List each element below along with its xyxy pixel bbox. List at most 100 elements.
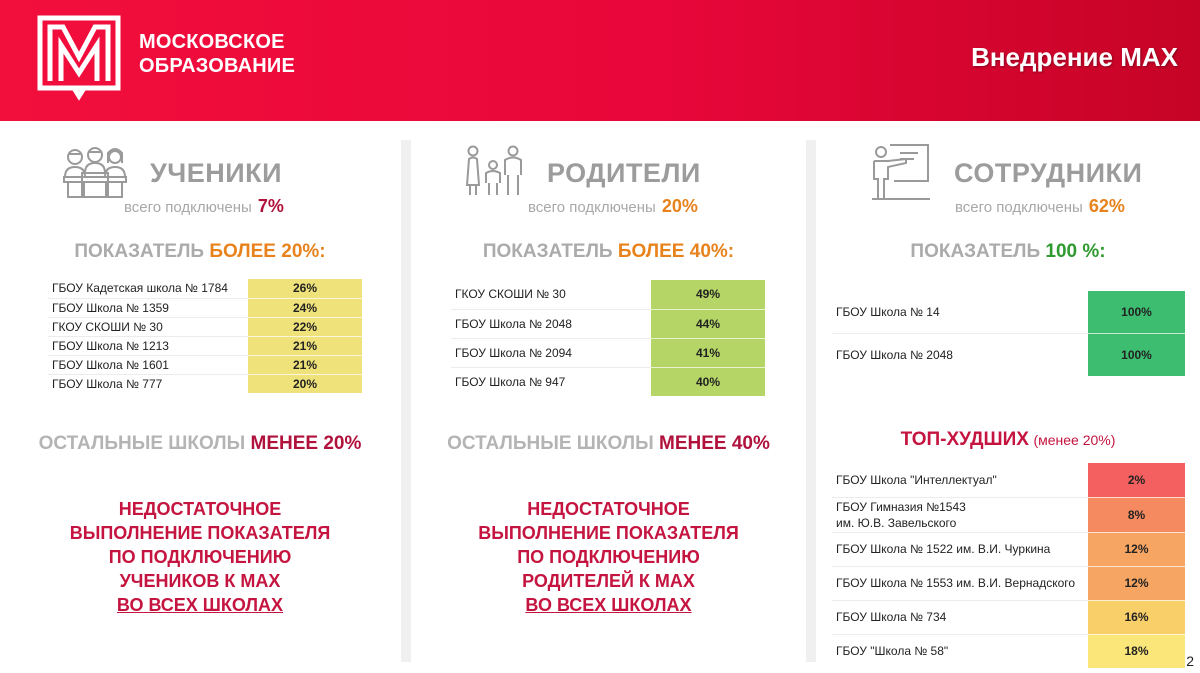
warning-line: ВЫПОЛНЕНИЕ ПОКАЗАТЕЛЯ: [69, 523, 331, 543]
school-name: ГБОУ "Школа № 58": [836, 644, 949, 659]
students-connected-value: 7%: [257, 196, 284, 216]
table-row: ГБОУ Школа № 777 20%: [48, 374, 362, 394]
percent-value: 16%: [1088, 600, 1185, 635]
warning-line: НЕДОСТАТОЧНОЕ: [118, 499, 282, 519]
warning-emphasis: ВО ВСЕХ ШКОЛАХ: [525, 595, 692, 615]
column-divider-2: [806, 140, 816, 662]
percent-value: 12%: [1088, 532, 1185, 567]
parents-connected-value: 20%: [661, 196, 698, 216]
staff-table: ГБОУ Школа № 14 100% ГБОУ Школа № 2048 100…: [832, 291, 1185, 377]
logo-text: МОСКОВСКОЕ ОБРАЗОВАНИЕ: [139, 30, 295, 78]
table-row: ГКОУ СКОШИ № 30 22%: [48, 317, 362, 337]
school-name: ГБОУ Школа "Интеллектуал": [832, 463, 1088, 498]
staff-connected: всего подключены 62%: [955, 196, 1125, 217]
indicator-prefix: ПОКАЗАТЕЛЬ: [482, 241, 613, 262]
warning-line: ВЫПОЛНЕНИЕ ПОКАЗАТЕЛЯ: [478, 523, 739, 543]
percent-value: 100%: [1088, 291, 1185, 334]
school-name: ГБОУ Школа № 734: [832, 600, 1088, 635]
table-row: ГБОУ Школа № 1359 24%: [48, 298, 362, 318]
moscow-education-book-m-icon: [37, 15, 121, 101]
staff-indicator: ПОКАЗАТЕЛЬ 100 %:: [816, 241, 1200, 263]
percent-value: 18%: [1088, 634, 1185, 669]
students-table: ГБОУ Кадетская школа № 1784 26% ГБОУ Школ…: [48, 279, 362, 394]
table-row: ГБОУ Школа № 1601 21%: [48, 355, 362, 375]
indicator-prefix: ПОКАЗАТЕЛЬ: [910, 241, 1041, 262]
column-divider-1: [401, 140, 411, 662]
warning-line: РОДИТЕЛЕЙ К MAX: [522, 571, 695, 591]
students-warning: НЕДОСТАТОЧНОЕ ВЫПОЛНЕНИЕ ПОКАЗАТЕЛЯ ПО П…: [0, 497, 400, 617]
parents-table: ГКОУ СКОШИ № 30 49% ГБОУ Школа № 2048 44% …: [451, 280, 765, 397]
teacher-at-board-icon: [872, 144, 930, 200]
rest-value: МЕНЕЕ 40%: [659, 433, 770, 454]
family-icon: [465, 145, 522, 195]
school-name: ГБОУ Школа № 1213: [48, 336, 248, 356]
slide-title: Внедрение MAX: [971, 42, 1178, 72]
percent-value: 8%: [1088, 497, 1185, 533]
percent-value: 21%: [248, 355, 362, 375]
students-connected: всего подключены 7%: [124, 196, 284, 217]
school-name: ГКОУ СКОШИ № 30: [451, 280, 651, 310]
rest-prefix: ОСТАЛЬНЫЕ ШКОЛЫ: [447, 433, 654, 454]
page-number: 2: [1186, 653, 1194, 669]
school-name: ГБОУ Школа № 1522 им. В.И. Чуркина: [832, 532, 1088, 567]
school-name: ГБОУ Школа № 947: [455, 374, 566, 389]
percent-value: 21%: [248, 336, 362, 356]
table-row: ГБОУ Школа № 2094 41%: [451, 338, 765, 368]
table-row: ГБОУ Школа "Интеллектуал" 2%: [832, 463, 1185, 498]
parents-connected: всего подключены 20%: [528, 196, 698, 217]
table-row: ГБОУ Школа № 947 40%: [451, 367, 765, 397]
table-row: ГБОУ Школа № 2048 44%: [451, 309, 765, 339]
percent-value: 40%: [651, 367, 765, 397]
parents-warning: НЕДОСТАТОЧНОЕ ВЫПОЛНЕНИЕ ПОКАЗАТЕЛЯ ПО П…: [411, 497, 806, 617]
header-banner: МОСКОВСКОЕ ОБРАЗОВАНИЕ Внедрение MAX: [0, 0, 1200, 121]
percent-value: 41%: [651, 338, 765, 368]
school-name: ГБОУ Школа № 2048: [451, 309, 651, 339]
percent-value: 100%: [1088, 333, 1185, 377]
school-name: ГБОУ Школа № 14: [832, 291, 1088, 334]
percent-value: 49%: [651, 280, 765, 310]
school-name: ГБОУ Гимназия №1543 им. Ю.В. Завельского: [832, 497, 1088, 533]
percent-value: 24%: [248, 298, 362, 318]
indicator-value: 100 %:: [1045, 241, 1106, 262]
staff-column: СОТРУДНИКИ всего подключены 62% ПОКАЗАТЕЛ…: [816, 121, 1200, 673]
students-indicator: ПОКАЗАТЕЛЬ БОЛЕЕ 20%:: [0, 241, 400, 263]
indicator-prefix: ПОКАЗАТЕЛЬ: [74, 241, 205, 262]
table-row: ГБОУ Школа № 14 100%: [832, 291, 1185, 334]
percent-value: 20%: [248, 374, 362, 394]
percent-value: 2%: [1088, 463, 1185, 498]
parents-connected-label: всего подключены: [528, 199, 656, 216]
parents-title: РОДИТЕЛИ: [547, 158, 701, 188]
school-name: ГБОУ Школа № 1601: [48, 355, 248, 375]
percent-value: 12%: [1088, 566, 1185, 601]
worst-title-note: (менее 20%): [1033, 432, 1116, 448]
table-row: ГБОУ Школа № 1213 21%: [48, 336, 362, 356]
parents-column: РОДИТЕЛИ всего подключены 20% ПОКАЗАТЕЛЬ …: [411, 121, 806, 673]
school-name: ГБОУ Школа № 777: [52, 376, 163, 391]
staff-connected-label: всего подключены: [955, 199, 1083, 216]
table-row: ГКОУ СКОШИ № 30 49%: [451, 280, 765, 310]
rest-prefix: ОСТАЛЬНЫЕ ШКОЛЫ: [38, 433, 246, 454]
table-row: ГБОУ Школа № 1553 им. В.И. Вернадского 12…: [832, 566, 1185, 601]
table-row: ГБОУ Кадетская школа № 1784 26%: [48, 279, 362, 299]
worst-title-label: ТОП-ХУДШИХ: [900, 429, 1029, 450]
rest-value: МЕНЕЕ 20%: [250, 433, 362, 454]
indicator-value: БОЛЕЕ 20%:: [209, 241, 326, 262]
percent-value: 44%: [651, 309, 765, 339]
parents-indicator: ПОКАЗАТЕЛЬ БОЛЕЕ 40%:: [411, 241, 806, 263]
school-name: ГКОУ СКОШИ № 30: [48, 317, 248, 337]
warning-line: ПО ПОДКЛЮЧЕНИЮ: [517, 547, 700, 567]
students-connected-label: всего подключены: [124, 199, 252, 216]
warning-line: ПО ПОДКЛЮЧЕНИЮ: [108, 547, 292, 567]
percent-value: 22%: [248, 317, 362, 337]
table-row: ГБОУ Школа № 1522 им. В.И. Чуркина 12%: [832, 532, 1185, 567]
staff-connected-value: 62%: [1088, 196, 1125, 216]
school-name: ГБОУ Кадетская школа № 1784: [48, 279, 248, 299]
parents-rest-schools: ОСТАЛЬНЫЕ ШКОЛЫ МЕНЕЕ 40%: [411, 433, 806, 455]
logo-line-1: МОСКОВСКОЕ: [139, 31, 285, 53]
worst-schools-table: ГБОУ Школа "Интеллектуал" 2% ГБОУ Гимнази…: [832, 463, 1185, 669]
table-row: ГБОУ Школа № 734 16%: [832, 600, 1185, 635]
table-row: ГБОУ Школа № 2048 100%: [832, 333, 1185, 377]
table-row: ГБОУ "Школа № 58" 18%: [832, 634, 1185, 669]
school-name: ГБОУ Школа № 1553 им. В.И. Вернадского: [832, 566, 1088, 601]
